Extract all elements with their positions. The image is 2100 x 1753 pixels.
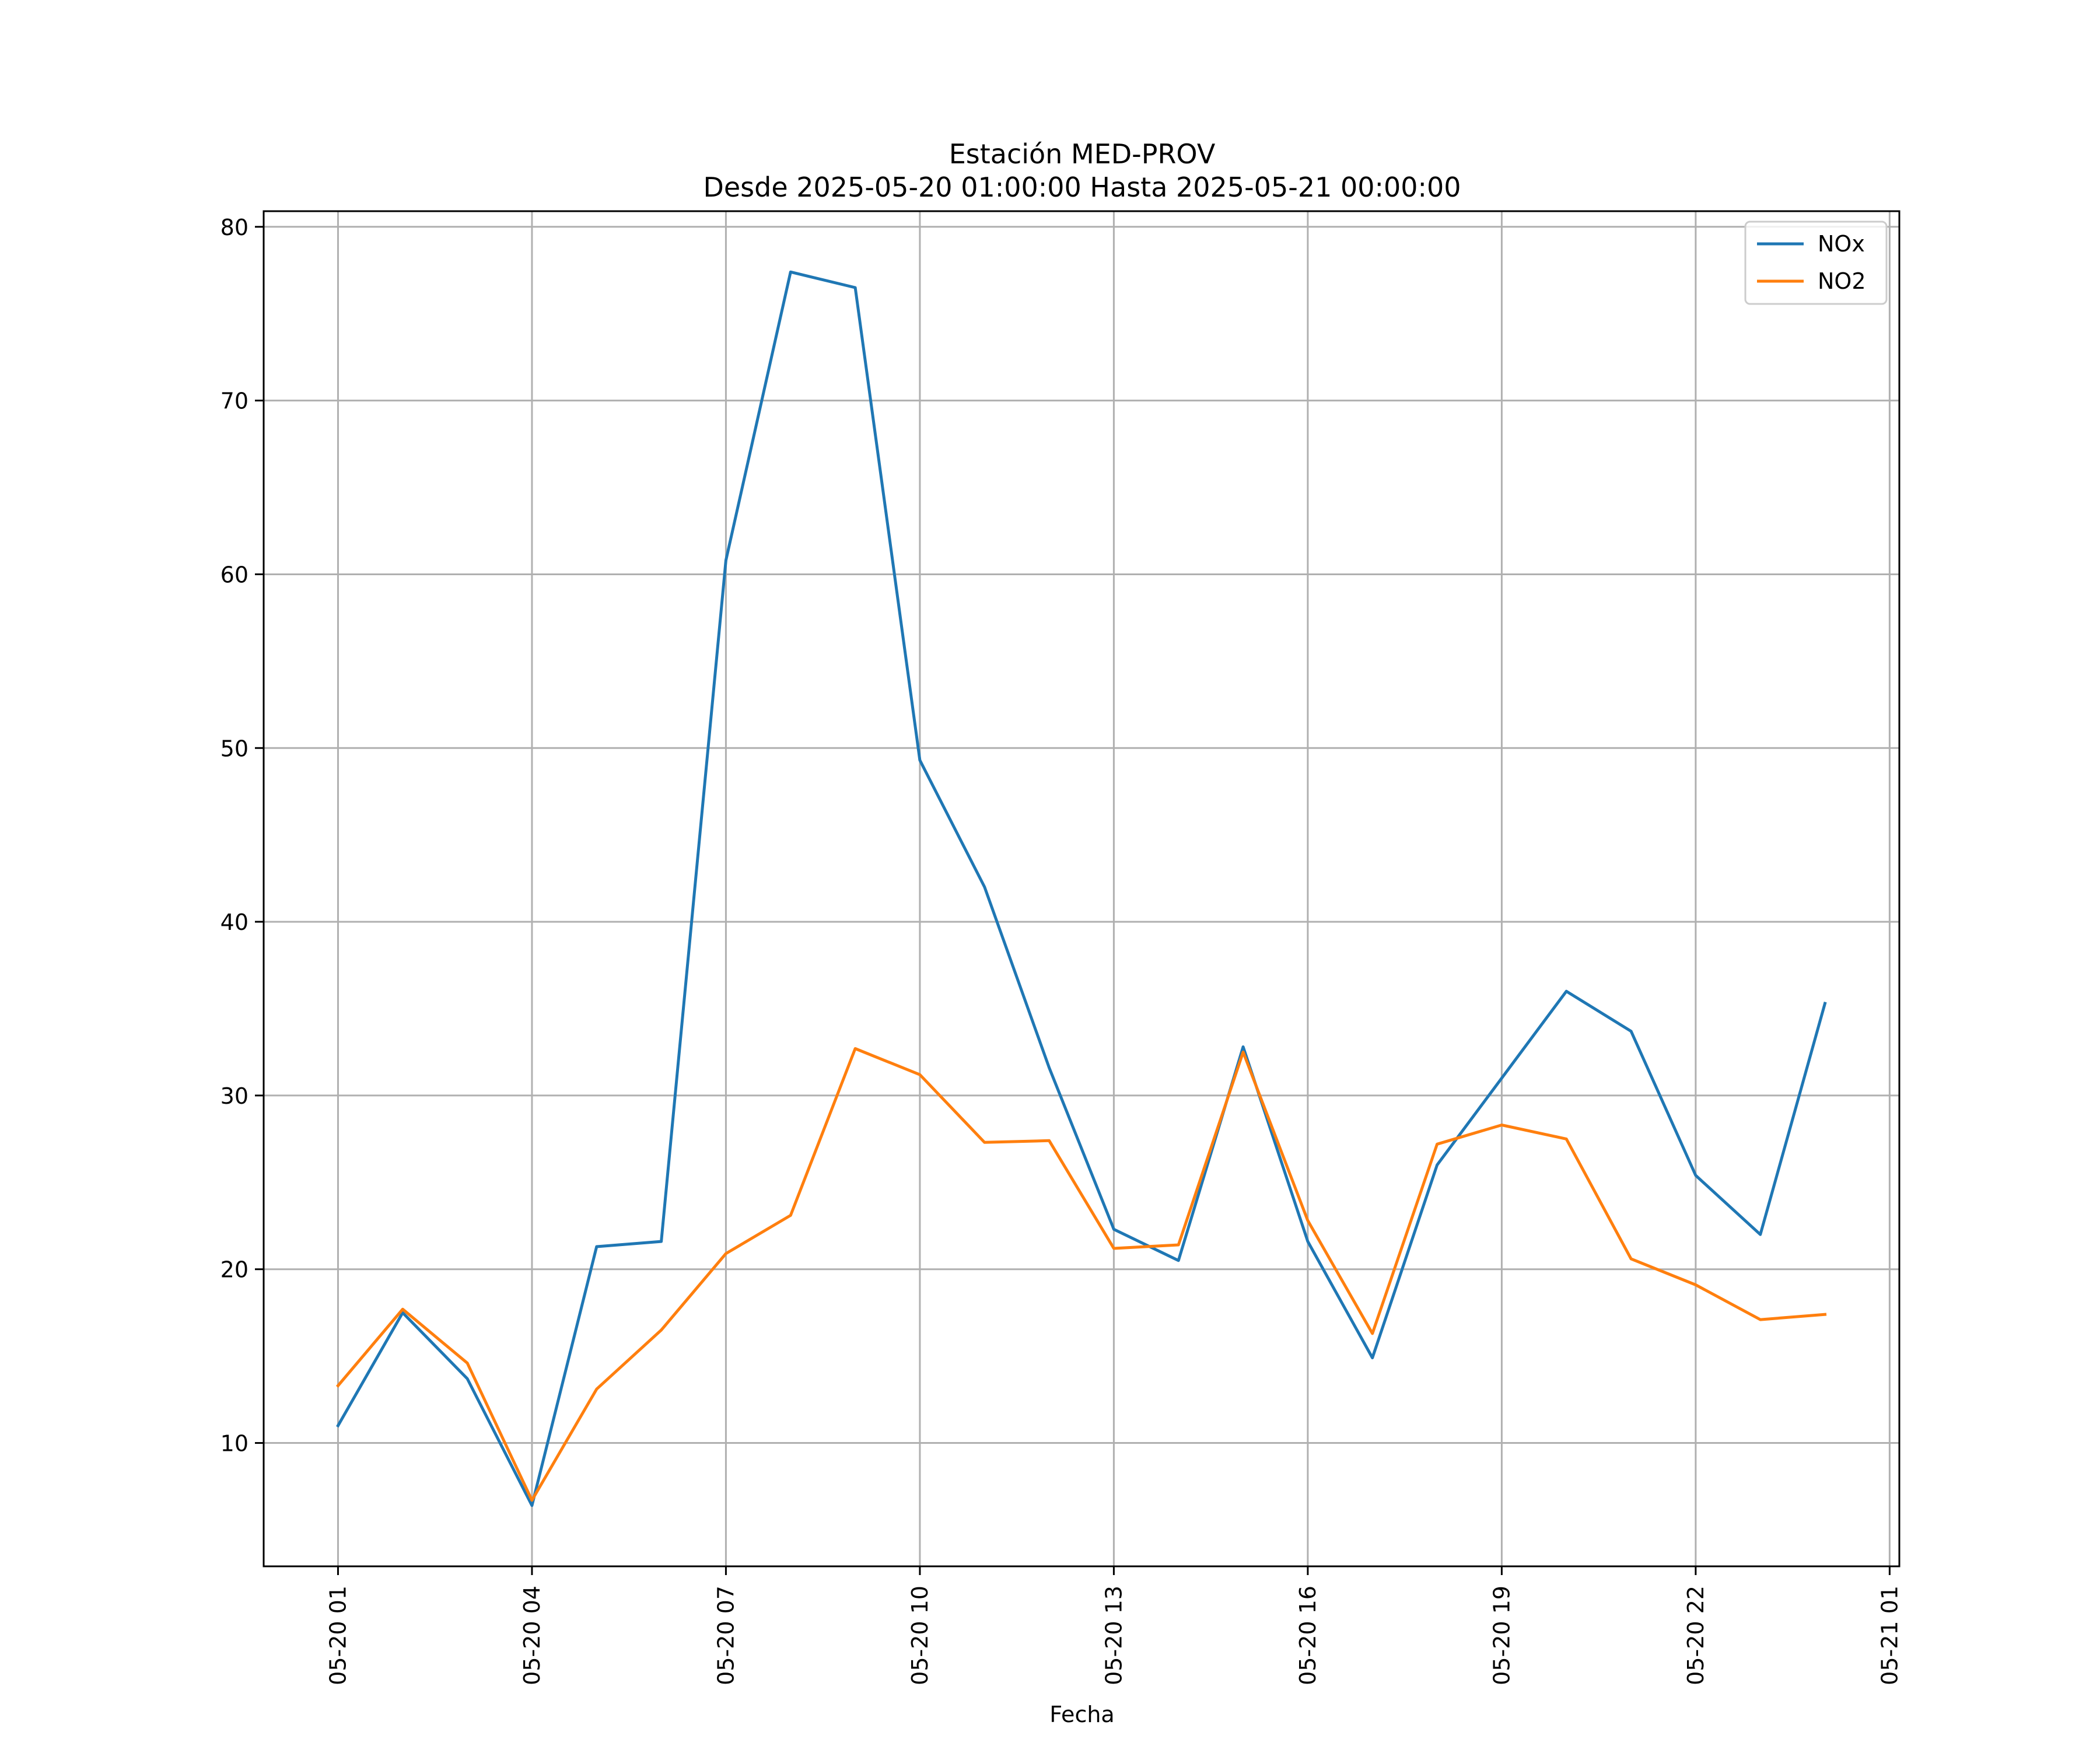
y-tick-label: 20 [220,1257,249,1283]
legend-label-no2: NO2 [1818,268,1866,294]
plot-series [335,270,1827,1507]
x-tick-label: 05-20 22 [1683,1586,1709,1685]
plot-frame [262,210,1901,1567]
x-tick-label: 05-20 01 [325,1586,351,1685]
series-line-nox [336,270,1827,1507]
x-tick-label: 05-21 01 [1877,1586,1902,1685]
x-tick-label: 05-20 16 [1295,1586,1321,1685]
y-tick-label: 40 [220,909,249,935]
y-tick-label: 30 [220,1083,249,1109]
x-tick-label: 05-20 07 [713,1586,738,1685]
y-tick-label: 60 [220,562,249,587]
y-tick-label: 80 [220,215,249,240]
x-tick-label: 05-20 04 [519,1586,545,1685]
grid [264,211,1899,1566]
x-tick-label: 05-20 10 [907,1586,933,1685]
legend-box [1744,221,1888,305]
chart-subtitle: Desde 2025-05-20 01:00:00 Hasta 2025-05-… [703,172,1461,203]
x-tick-label: 05-20 19 [1489,1586,1514,1685]
y-tick-label: 50 [220,736,249,761]
legend-label-nox: NOx [1818,231,1865,257]
y-tick-label: 10 [220,1431,249,1457]
y-tick-label: 70 [220,389,249,414]
x-tick-label: 05-20 13 [1101,1586,1126,1685]
x-axis-label: Fecha [1049,1702,1114,1727]
chart-title: Estación MED-PROV [949,138,1216,170]
series-line-no2 [335,1047,1827,1502]
axes: 10 20 30 40 50 60 70 80 05-20 01 05-20 04 05-20 07… [220,215,1903,1685]
legend: NOx NO2 [1744,221,1888,305]
